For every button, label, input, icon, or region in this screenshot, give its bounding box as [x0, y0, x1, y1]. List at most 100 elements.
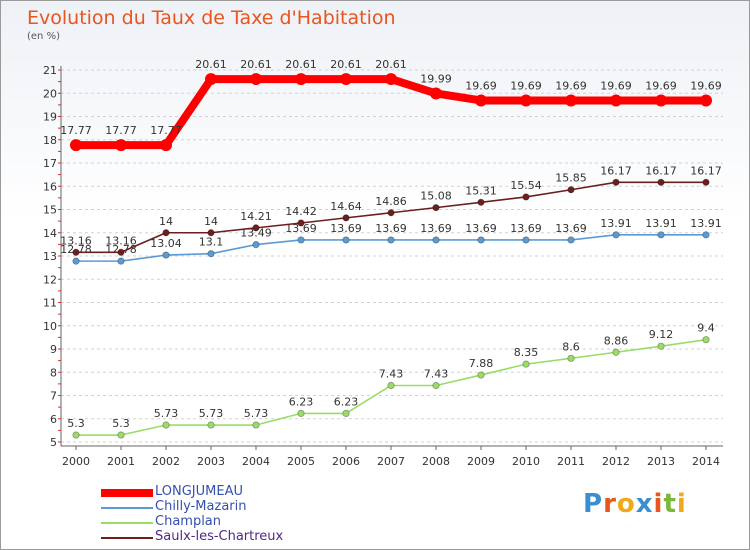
data-point — [567, 236, 575, 244]
data-label: 13.69 — [285, 222, 317, 235]
data-label: 13.69 — [465, 222, 497, 235]
data-point — [477, 236, 485, 244]
data-point — [295, 73, 307, 86]
data-label: 5.73 — [199, 407, 224, 420]
data-point — [205, 73, 217, 86]
data-label: 13.91 — [645, 217, 677, 230]
legend-label: LONGJUMEAU — [155, 484, 243, 499]
data-point — [117, 257, 125, 265]
data-point — [567, 354, 575, 362]
y-tick-label: 16 — [43, 180, 57, 193]
data-label: 13.04 — [150, 237, 182, 250]
data-point — [115, 139, 127, 152]
data-point — [387, 381, 395, 390]
data-point — [252, 421, 260, 429]
data-label: 17.77 — [105, 124, 137, 137]
y-tick-label: 20 — [43, 87, 57, 100]
data-point — [612, 231, 620, 239]
data-label: 13.69 — [510, 222, 542, 235]
y-tick-label: 15 — [43, 204, 57, 217]
data-point — [520, 94, 532, 107]
data-label: 9.4 — [697, 322, 715, 335]
data-point — [340, 73, 352, 86]
data-point — [207, 250, 215, 258]
data-point — [162, 251, 170, 259]
x-tick-label: 2007 — [377, 455, 405, 468]
data-label: 20.61 — [240, 58, 272, 71]
data-point — [207, 229, 215, 237]
legend-swatch — [101, 489, 153, 497]
data-point — [162, 421, 170, 429]
logo-letter: o — [616, 489, 636, 519]
data-label: 20.61 — [375, 58, 407, 71]
y-tick-label: 5 — [50, 436, 57, 449]
data-point — [72, 431, 80, 439]
data-point — [657, 342, 665, 350]
x-tick-label: 2010 — [512, 455, 540, 468]
x-tick-label: 2011 — [557, 455, 585, 468]
data-point — [117, 248, 125, 256]
data-label: 20.61 — [285, 58, 317, 71]
data-label: 19.69 — [645, 79, 677, 92]
logo-letter: r — [603, 489, 617, 519]
data-point — [522, 193, 530, 201]
data-label: 19.69 — [690, 79, 722, 92]
data-label: 14 — [204, 215, 218, 228]
data-label: 5.3 — [67, 417, 85, 430]
data-label: 13.69 — [330, 222, 362, 235]
data-point — [207, 421, 215, 429]
data-label: 7.88 — [469, 357, 494, 370]
data-label: 14.64 — [330, 200, 362, 213]
data-label: 9.12 — [649, 328, 674, 341]
y-tick-label: 10 — [43, 320, 57, 333]
data-point — [72, 257, 80, 265]
y-tick-label: 13 — [43, 250, 57, 263]
data-label: 13.69 — [420, 222, 452, 235]
legend-label: Champlan — [155, 514, 222, 529]
data-point — [702, 178, 710, 186]
x-tick-label: 2002 — [152, 455, 180, 468]
data-label: 5.73 — [154, 407, 179, 420]
data-label: 14 — [159, 215, 173, 228]
data-label: 7.43 — [424, 368, 449, 381]
legend-label: Saulx-les-Chartreux — [155, 529, 284, 544]
data-label: 5.73 — [244, 407, 269, 420]
data-point — [342, 236, 350, 244]
data-label: 13.49 — [240, 227, 272, 240]
data-label: 19.69 — [510, 79, 542, 92]
chart-title: Evolution du Taux de Taxe d'Habitation — [27, 7, 396, 29]
logo-letter: P — [583, 489, 604, 519]
data-label: 8.6 — [562, 340, 580, 353]
data-label: 8.86 — [604, 334, 629, 347]
x-tick-label: 2013 — [647, 455, 675, 468]
proxiti-logo: Proxiti — [583, 489, 687, 519]
y-tick-label: 7 — [50, 390, 57, 403]
data-label: 14.42 — [285, 205, 317, 218]
data-label: 13.91 — [690, 217, 722, 230]
x-tick-label: 2004 — [242, 455, 270, 468]
data-point — [342, 214, 350, 222]
data-point — [387, 209, 395, 217]
data-point — [522, 236, 530, 244]
x-tick-label: 2006 — [332, 455, 360, 468]
data-point — [522, 360, 530, 368]
data-label: 15.08 — [420, 190, 452, 203]
y-tick-label: 18 — [43, 134, 57, 147]
data-label: 13.69 — [555, 222, 587, 235]
data-point — [160, 139, 172, 152]
data-point — [70, 139, 82, 152]
legend-item: Saulx-les-Chartreux — [101, 529, 361, 545]
data-label: 14.21 — [240, 210, 272, 223]
data-label: 20.61 — [195, 58, 227, 71]
data-label: 16.17 — [600, 164, 632, 177]
data-point — [430, 87, 442, 100]
chart-subtitle: (en %) — [27, 31, 60, 42]
data-point — [117, 431, 125, 439]
y-tick-label: 9 — [50, 343, 57, 356]
y-tick-label: 19 — [43, 111, 57, 124]
data-point — [252, 224, 260, 232]
y-tick-label: 14 — [43, 227, 57, 240]
data-point — [72, 248, 80, 256]
